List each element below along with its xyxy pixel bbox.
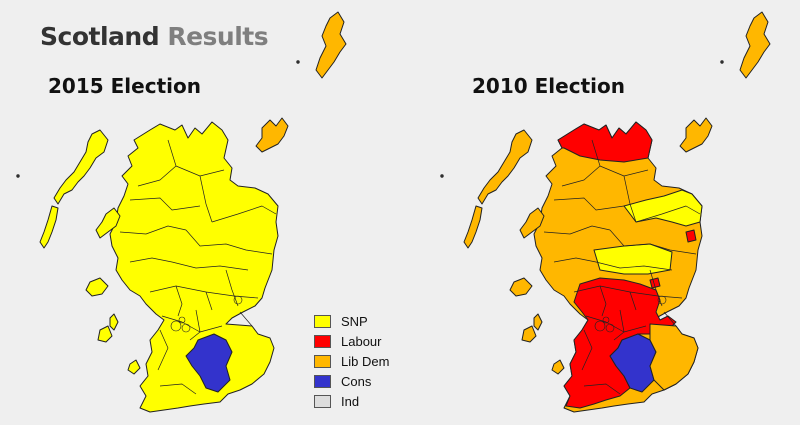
orkney-2015: [255, 117, 289, 153]
legend-swatch-cons: [314, 374, 331, 388]
legend-item-ind: Ind: [314, 392, 389, 410]
legend-label-labour: Labour: [341, 333, 382, 349]
western-isles-2015: [53, 129, 109, 205]
western-isles-2010: [477, 129, 533, 205]
legend-label-ind: Ind: [341, 393, 360, 409]
dundee-labour-2010: [649, 277, 661, 289]
aberdeen-labour-2010: [685, 229, 697, 243]
legend-label-libdem: Lib Dem: [341, 353, 390, 369]
page-title: Scotland Results: [40, 22, 269, 51]
map-2015: [16, 11, 347, 413]
legend-item-libdem: Lib Dem: [314, 352, 389, 370]
borders-libdem-2010: [649, 323, 699, 391]
legend-swatch-snp: [314, 314, 331, 328]
mull-2015: [85, 277, 109, 297]
cons-seat-2015: [185, 333, 233, 393]
islay-2010: [521, 325, 537, 343]
map-2010: [440, 11, 771, 413]
legend-label-snp: SNP: [341, 313, 368, 329]
legend: SNP Labour Lib Dem Cons Ind: [314, 312, 389, 412]
jura-2015: [109, 313, 119, 331]
legend-swatch-labour: [314, 334, 331, 348]
map-2015-label: 2015 Election: [48, 74, 201, 98]
uist-2010: [463, 205, 483, 249]
islay-2015: [97, 325, 113, 343]
uist-2015: [39, 205, 59, 249]
perth-snp-2010: [593, 243, 673, 275]
map-2010-label: 2010 Election: [472, 74, 625, 98]
shetland-2015: [315, 11, 347, 79]
legend-label-cons: Cons: [341, 373, 372, 389]
legend-swatch-libdem: [314, 354, 331, 368]
shetland-2010: [739, 11, 771, 79]
orkney-2010: [679, 117, 713, 153]
title-main: Scotland: [40, 22, 160, 51]
arran-2010: [551, 359, 565, 375]
legend-swatch-ind: [314, 394, 331, 408]
north-labour-2010: [557, 121, 653, 163]
jura-2010: [533, 313, 543, 331]
ne-snp-2010: [623, 189, 703, 227]
arran-2015: [127, 359, 141, 375]
legend-item-snp: SNP: [314, 312, 389, 330]
mull-2010: [509, 277, 533, 297]
title-accent: Results: [167, 22, 269, 51]
legend-item-labour: Labour: [314, 332, 389, 350]
legend-item-cons: Cons: [314, 372, 389, 390]
